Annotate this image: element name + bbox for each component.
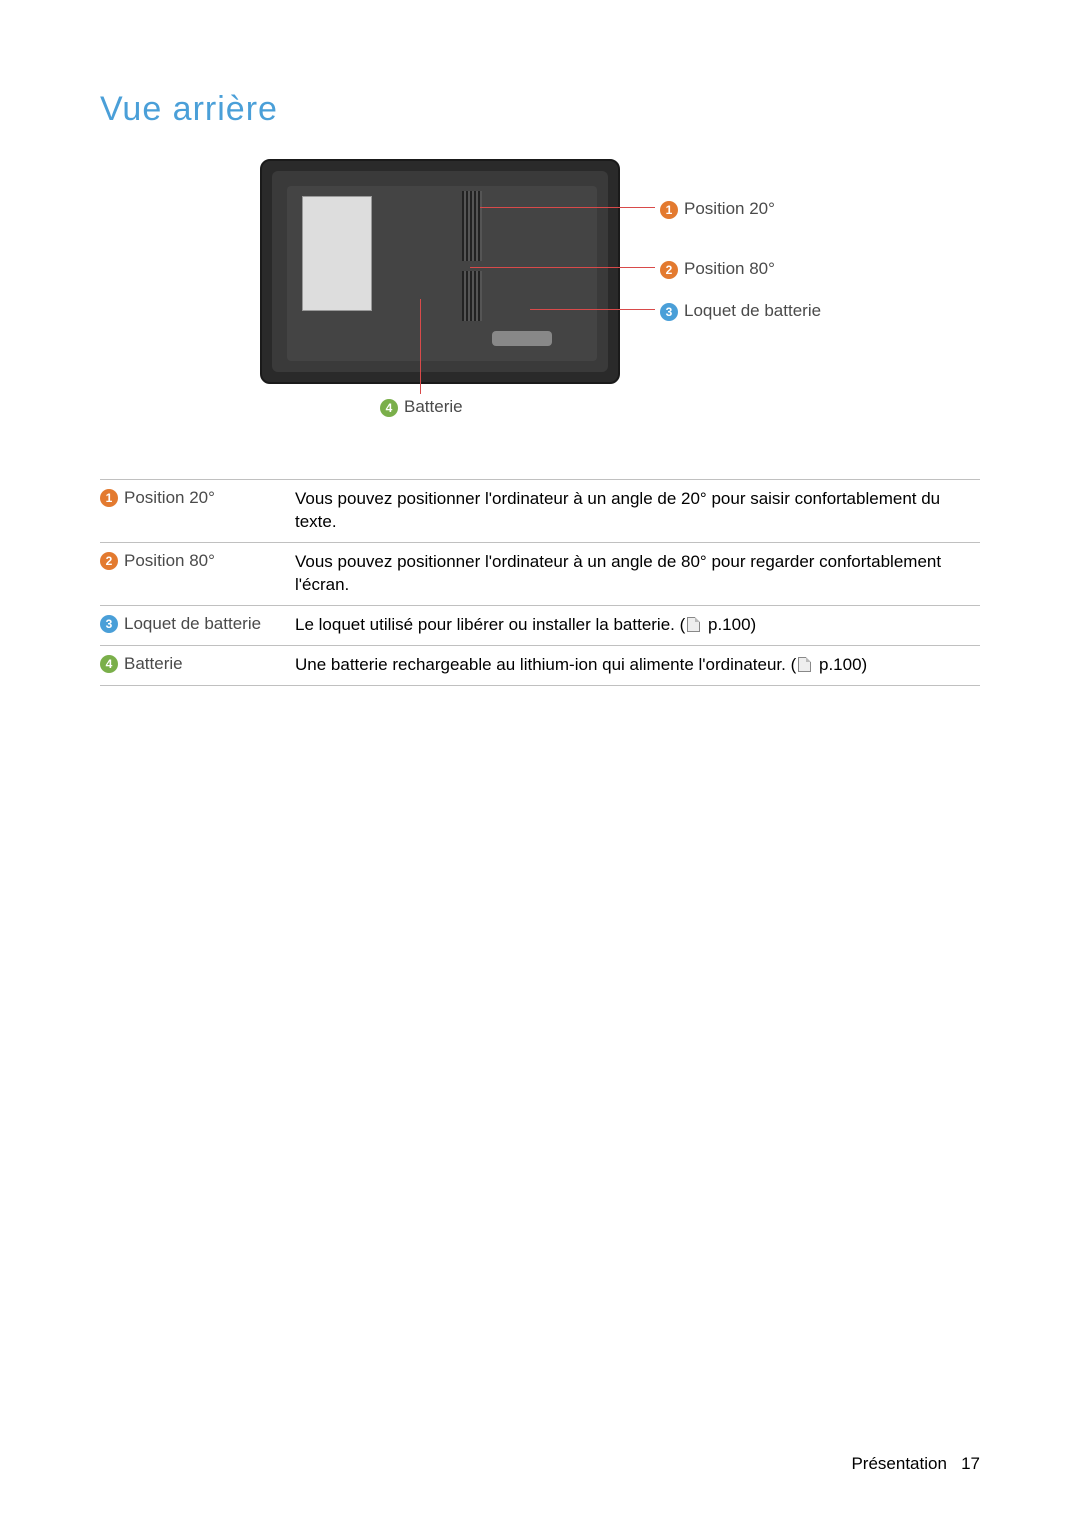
page-ref-icon: [798, 657, 811, 672]
description-table: 1 Position 20° Vous pouvez positionner l…: [100, 479, 980, 686]
badge-3-icon: 3: [660, 303, 678, 321]
callout-line-4: [420, 299, 421, 394]
footer-page-number: 17: [961, 1454, 980, 1473]
row-2-label-text: Position 80°: [124, 551, 215, 571]
callout-1-text: Position 20°: [684, 199, 775, 218]
row-1-label-text: Position 20°: [124, 488, 215, 508]
row-2-desc: Vous pouvez positionner l'ordinateur à u…: [295, 551, 980, 597]
row-4-desc-pre: Une batterie rechargeable au lithium-ion…: [295, 655, 796, 674]
badge-2-icon: 2: [660, 261, 678, 279]
callout-2-text: Position 80°: [684, 259, 775, 278]
badge-1-icon: 1: [100, 489, 118, 507]
callout-2: 2 Position 80°: [660, 259, 775, 279]
table-row: 1 Position 20° Vous pouvez positionner l…: [100, 479, 980, 543]
badge-4-icon: 4: [380, 399, 398, 417]
row-4-desc: Une batterie rechargeable au lithium-ion…: [295, 654, 980, 677]
table-row: 2 Position 80° Vous pouvez positionner l…: [100, 543, 980, 606]
table-row: 3 Loquet de batterie Le loquet utilisé p…: [100, 606, 980, 646]
badge-2-icon: 2: [100, 552, 118, 570]
row-4-label: 4 Batterie: [100, 654, 295, 674]
badge-1-icon: 1: [660, 201, 678, 219]
row-4-desc-post: p.100): [814, 655, 867, 674]
row-3-desc-pre: Le loquet utilisé pour libérer ou instal…: [295, 615, 685, 634]
row-3-label-text: Loquet de batterie: [124, 614, 261, 634]
badge-3-icon: 3: [100, 615, 118, 633]
callout-line-2: [470, 267, 655, 268]
row-3-desc: Le loquet utilisé pour libérer ou instal…: [295, 614, 980, 637]
row-4-label-text: Batterie: [124, 654, 183, 674]
page-ref-icon: [687, 617, 700, 632]
row-1-desc: Vous pouvez positionner l'ordinateur à u…: [295, 488, 980, 534]
callout-4: 4 Batterie: [380, 397, 463, 417]
figure-area: 1 Position 20° 2 Position 80° 3 Loquet de b…: [100, 159, 980, 449]
page-title: Vue arrière: [100, 90, 980, 129]
device-illustration: [260, 159, 620, 384]
callout-3-text: Loquet de batterie: [684, 301, 821, 320]
callout-4-text: Batterie: [404, 397, 463, 416]
row-3-desc-post: p.100): [703, 615, 756, 634]
badge-4-icon: 4: [100, 655, 118, 673]
callout-1: 1 Position 20°: [660, 199, 775, 219]
page-footer: Présentation 17: [851, 1454, 980, 1474]
row-1-label: 1 Position 20°: [100, 488, 295, 508]
callout-line-1: [480, 207, 655, 208]
callout-3: 3 Loquet de batterie: [660, 301, 821, 321]
table-row: 4 Batterie Une batterie rechargeable au …: [100, 646, 980, 686]
row-3-label: 3 Loquet de batterie: [100, 614, 295, 634]
row-2-label: 2 Position 80°: [100, 551, 295, 571]
footer-section: Présentation: [851, 1454, 946, 1473]
callout-line-3: [530, 309, 655, 310]
